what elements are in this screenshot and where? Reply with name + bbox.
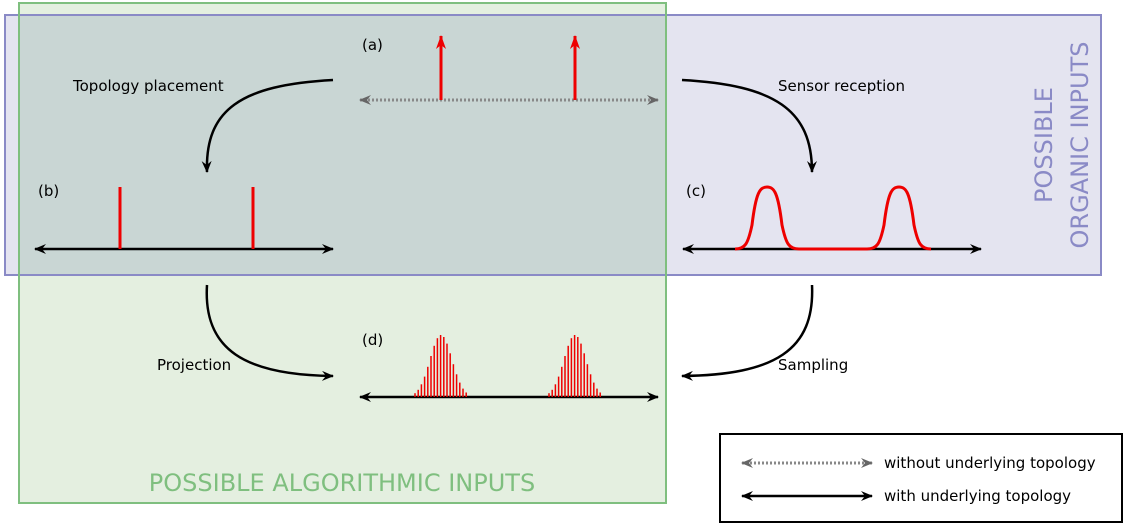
- panel-d-sample-group: [414, 335, 601, 397]
- projection-label: Projection: [157, 356, 231, 374]
- panel-a-label: (a): [362, 36, 383, 54]
- sensor-reception-label: Sensor reception: [778, 77, 905, 95]
- legend-with-topology: with underlying topology: [884, 487, 1071, 505]
- panel-c-curve: [734, 185, 932, 251]
- overlap-region: [20, 16, 665, 274]
- algorithmic-label: POSSIBLE ALGORITHMIC INPUTS: [149, 469, 535, 497]
- organic-label-line1: POSSIBLE: [1030, 87, 1058, 203]
- sampling-arrow: [681, 284, 814, 381]
- panel-c-label: (c): [686, 182, 706, 200]
- panel-d-label: (d): [362, 331, 383, 349]
- topology-placement-label: Topology placement: [72, 77, 224, 95]
- sensor-reception-arrow: [681, 78, 817, 173]
- sampling-label: Sampling: [778, 356, 848, 374]
- projection-arrow: [205, 284, 334, 381]
- organic-label-line2: ORGANIC INPUTS: [1066, 42, 1094, 249]
- topology-placement-arrow: [201, 78, 334, 173]
- legend-without-topology: without underlying topology: [884, 454, 1096, 472]
- legend: without underlying topology with underly…: [719, 433, 1123, 523]
- panel-b-label: (b): [38, 182, 59, 200]
- legend-box: [719, 433, 1123, 523]
